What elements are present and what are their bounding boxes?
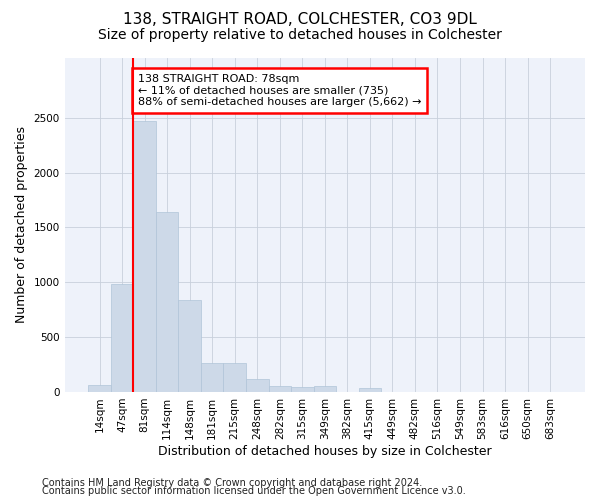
Bar: [156, 212, 178, 392]
Y-axis label: Number of detached properties: Number of detached properties: [15, 126, 28, 323]
Text: 138, STRAIGHT ROAD, COLCHESTER, CO3 9DL: 138, STRAIGHT ROAD, COLCHESTER, CO3 9DL: [123, 12, 477, 28]
Bar: [359, 388, 381, 392]
Text: Size of property relative to detached houses in Colchester: Size of property relative to detached ho…: [98, 28, 502, 42]
Bar: [223, 363, 246, 392]
Bar: [314, 386, 336, 392]
Bar: [178, 300, 201, 392]
Text: Contains HM Land Registry data © Crown copyright and database right 2024.: Contains HM Land Registry data © Crown c…: [42, 478, 422, 488]
Text: 138 STRAIGHT ROAD: 78sqm
← 11% of detached houses are smaller (735)
88% of semi-: 138 STRAIGHT ROAD: 78sqm ← 11% of detach…: [138, 74, 421, 107]
Bar: [291, 387, 314, 392]
Bar: [269, 386, 291, 392]
Text: Contains public sector information licensed under the Open Government Licence v3: Contains public sector information licen…: [42, 486, 466, 496]
Bar: [201, 363, 223, 392]
Bar: [111, 284, 133, 392]
X-axis label: Distribution of detached houses by size in Colchester: Distribution of detached houses by size …: [158, 444, 491, 458]
Bar: [133, 121, 156, 392]
Bar: [88, 385, 111, 392]
Bar: [246, 379, 269, 392]
